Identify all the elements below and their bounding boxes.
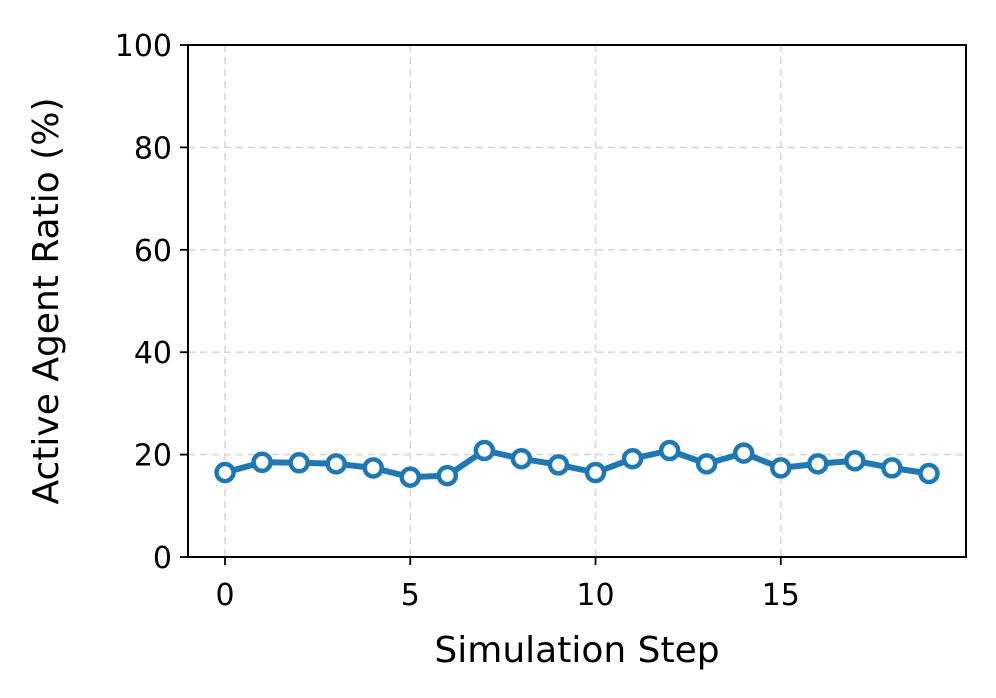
y-axis-label: Active Agent Ratio (%) (26, 98, 67, 505)
data-point (473, 439, 496, 462)
data-point (844, 449, 866, 472)
data-point (547, 454, 570, 476)
y-tick-label: 0 (153, 541, 172, 576)
y-tick-label: 20 (134, 439, 172, 474)
data-point (325, 453, 347, 475)
plot-frame (187, 44, 967, 558)
data-point (251, 451, 273, 474)
x-tick-label: 10 (576, 578, 614, 613)
data-point (399, 466, 422, 488)
x-tick-label: 15 (762, 578, 800, 613)
data-point (621, 447, 644, 470)
data-point (584, 461, 607, 484)
data-point (288, 452, 310, 474)
y-tick-label: 80 (134, 131, 172, 166)
y-tick-label: 40 (134, 336, 172, 371)
grid-lines (188, 44, 966, 558)
data-point (436, 464, 459, 487)
y-tick-label: 100 (115, 29, 172, 64)
data-point (362, 457, 384, 479)
y-tick-label: 60 (134, 234, 172, 269)
data-point (807, 453, 829, 475)
data-point (695, 453, 718, 475)
x-tick-label: 0 (216, 578, 235, 613)
data-point (770, 457, 792, 479)
data-point (214, 461, 236, 484)
data-point (732, 442, 755, 464)
data-point (658, 439, 681, 462)
axis-ticks: 0 5 10 15 0 20 40 60 80 100 (115, 29, 800, 613)
x-tick-label: 5 (401, 578, 420, 613)
data-point (918, 462, 940, 485)
data-point (510, 447, 533, 470)
x-axis-label: Simulation Step (434, 630, 719, 671)
data-point (881, 457, 903, 479)
series-layer (214, 439, 940, 488)
